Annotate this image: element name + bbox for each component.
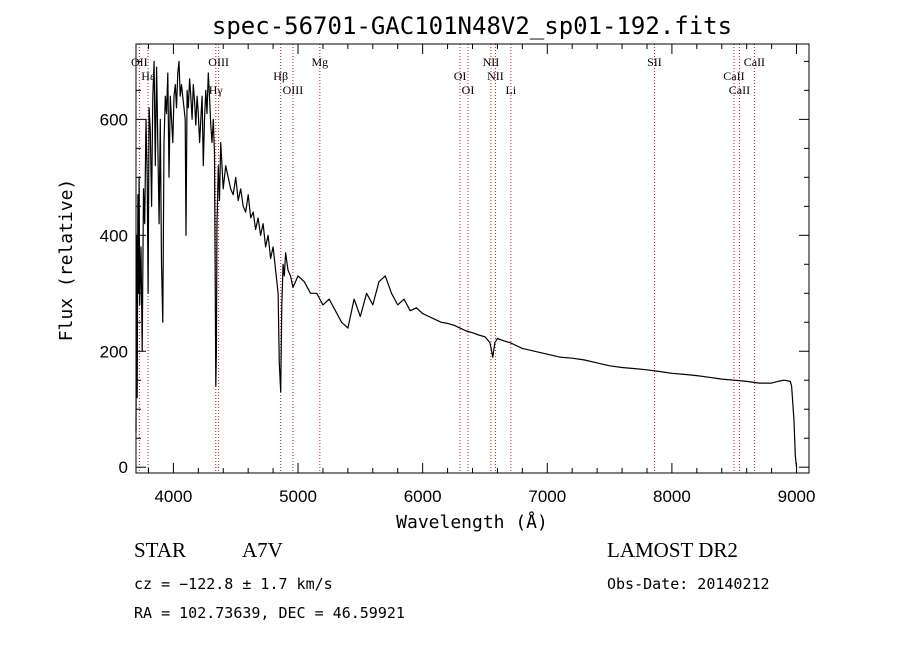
- y-tick-label: 400: [100, 226, 128, 245]
- spectral-line-label: SII: [647, 55, 662, 69]
- spectral-line-label: CaII: [729, 83, 750, 97]
- survey-name: LAMOST DR2: [607, 538, 738, 562]
- redshift-cz: cz = −122.8 ± 1.7 km/s: [134, 575, 333, 593]
- spectral-line-label: NII: [487, 69, 504, 83]
- spectral-line-label: Hγ: [209, 83, 224, 97]
- x-tick-label: 4000: [154, 487, 192, 506]
- x-tick-label: 8000: [653, 487, 691, 506]
- spectral-line-label: OI: [454, 69, 467, 83]
- spectral-line-label: OIII: [208, 55, 229, 69]
- spectrum-series: [135, 60, 798, 468]
- spectral-line-label: Hε: [141, 69, 155, 83]
- spectral-class: A7V: [242, 538, 283, 562]
- x-tick-label: 5000: [279, 487, 317, 506]
- spectral-line-label: CaII: [744, 55, 765, 69]
- spectral-line-label: NII: [483, 55, 500, 69]
- axis-tick-labels: 4000 5000 6000 7000 8000 9000 0 200 400 600: [100, 110, 816, 506]
- spectral-line-label: Hβ: [273, 69, 288, 83]
- plot-frame: [135, 43, 810, 474]
- spectral-line-label: CaII: [723, 69, 744, 83]
- spectral-line-label: OI: [462, 83, 475, 97]
- spectral-line-label: OII: [131, 55, 148, 69]
- object-type: STAR: [134, 538, 186, 562]
- x-tick-label: 9000: [778, 487, 816, 506]
- spectral-line-label: OIII: [283, 83, 304, 97]
- axis-ticks: [136, 44, 809, 473]
- spectrum-line-0: [135, 60, 798, 468]
- x-tick-label: 7000: [528, 487, 566, 506]
- spectral-line-label: Li: [506, 83, 517, 97]
- y-tick-label: 0: [119, 458, 128, 477]
- y-tick-label: 600: [100, 110, 128, 129]
- chart-title: spec-56701-GAC101N48V2_sp01-192.fits: [212, 12, 732, 40]
- y-tick-label: 200: [100, 342, 128, 361]
- spectral-line-markers: OIIHεHγOIIIHβOIIIMgOIOINIINIILiSIICaIICa…: [131, 44, 765, 473]
- y-axis-label: Flux (relative): [56, 179, 77, 342]
- x-tick-label: 6000: [404, 487, 442, 506]
- observation-date: Obs-Date: 20140212: [607, 575, 770, 593]
- coordinates: RA = 102.73639, DEC = 46.59921: [134, 604, 405, 622]
- spectral-line-label: Mg: [311, 55, 328, 69]
- x-axis-label: Wavelength (Å): [396, 511, 548, 533]
